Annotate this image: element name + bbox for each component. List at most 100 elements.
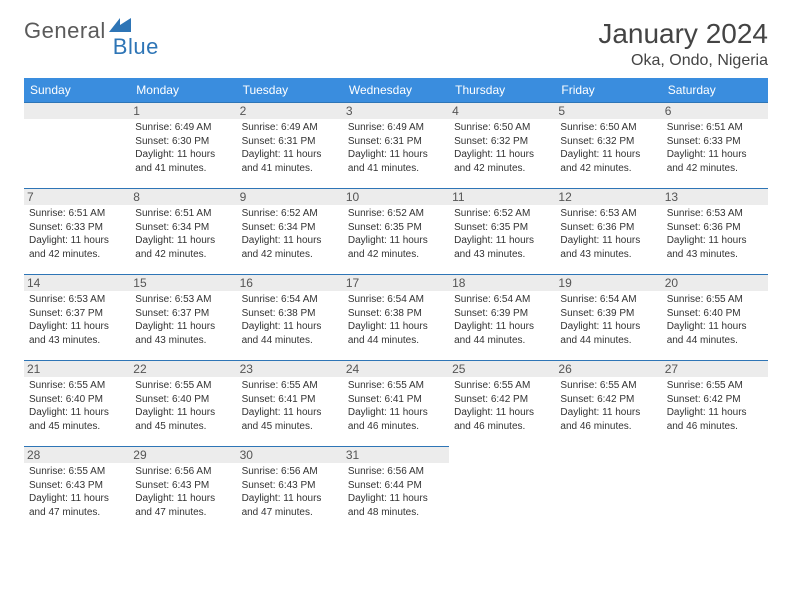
day-number: 29 bbox=[130, 447, 236, 463]
day-details: Sunrise: 6:54 AMSunset: 6:38 PMDaylight:… bbox=[348, 293, 444, 347]
sunrise-line: Sunrise: 6:55 AM bbox=[29, 379, 125, 393]
day-number: 13 bbox=[662, 189, 768, 205]
calendar-table: SundayMondayTuesdayWednesdayThursdayFrid… bbox=[24, 78, 768, 533]
day-details: Sunrise: 6:55 AMSunset: 6:40 PMDaylight:… bbox=[29, 379, 125, 433]
calendar-cell: 19Sunrise: 6:54 AMSunset: 6:39 PMDayligh… bbox=[555, 275, 661, 361]
sunrise-line: Sunrise: 6:51 AM bbox=[29, 207, 125, 221]
sunset-line: Sunset: 6:37 PM bbox=[135, 307, 231, 321]
logo-text-1: General bbox=[24, 18, 106, 44]
day-details: Sunrise: 6:50 AMSunset: 6:32 PMDaylight:… bbox=[560, 121, 656, 175]
calendar-cell bbox=[24, 103, 130, 189]
sunset-line: Sunset: 6:38 PM bbox=[242, 307, 338, 321]
daylight-line: Daylight: 11 hours and 44 minutes. bbox=[454, 320, 550, 347]
day-details: Sunrise: 6:56 AMSunset: 6:43 PMDaylight:… bbox=[242, 465, 338, 519]
daylight-line: Daylight: 11 hours and 42 minutes. bbox=[242, 234, 338, 261]
daylight-line: Daylight: 11 hours and 45 minutes. bbox=[242, 406, 338, 433]
calendar-cell: 6Sunrise: 6:51 AMSunset: 6:33 PMDaylight… bbox=[662, 103, 768, 189]
day-details: Sunrise: 6:56 AMSunset: 6:43 PMDaylight:… bbox=[135, 465, 231, 519]
calendar-cell bbox=[449, 447, 555, 533]
daylight-line: Daylight: 11 hours and 43 minutes. bbox=[454, 234, 550, 261]
sunset-line: Sunset: 6:41 PM bbox=[348, 393, 444, 407]
sunrise-line: Sunrise: 6:53 AM bbox=[135, 293, 231, 307]
sunset-line: Sunset: 6:40 PM bbox=[29, 393, 125, 407]
calendar-cell: 27 Sunrise: 6:55 AMSunset: 6:42 PMDayligh… bbox=[662, 361, 768, 447]
sunset-line: Sunset: 6:39 PM bbox=[454, 307, 550, 321]
day-details: Sunrise: 6:55 AMSunset: 6:41 PMDaylight:… bbox=[242, 379, 338, 433]
location-subtitle: Oka, Ondo, Nigeria bbox=[598, 52, 768, 70]
calendar-cell: 25Sunrise: 6:55 AMSunset: 6:42 PMDayligh… bbox=[449, 361, 555, 447]
calendar-cell: 16 Sunrise: 6:54 AMSunset: 6:38 PMDayligh… bbox=[237, 275, 343, 361]
calendar-cell: 8Sunrise: 6:51 AMSunset: 6:34 PMDaylight… bbox=[130, 189, 236, 275]
day-number: 9 bbox=[237, 189, 343, 205]
day-number: 5 bbox=[555, 103, 661, 119]
sunrise-line: Sunrise: 6:55 AM bbox=[667, 379, 763, 393]
day-number: 25 bbox=[449, 361, 555, 377]
daylight-line: Daylight: 11 hours and 41 minutes. bbox=[348, 148, 444, 175]
day-details: Sunrise: 6:49 AMSunset: 6:31 PMDaylight:… bbox=[242, 121, 338, 175]
day-number: 18 bbox=[449, 275, 555, 291]
calendar-cell: 3Sunrise: 6:49 AMSunset: 6:31 PMDaylight… bbox=[343, 103, 449, 189]
sunrise-line: Sunrise: 6:54 AM bbox=[242, 293, 338, 307]
weekday-header: Wednesday bbox=[343, 78, 449, 103]
sunrise-line: Sunrise: 6:54 AM bbox=[454, 293, 550, 307]
day-details: Sunrise: 6:54 AMSunset: 6:38 PMDaylight:… bbox=[242, 293, 338, 347]
day-number: 22 bbox=[130, 361, 236, 377]
sunset-line: Sunset: 6:33 PM bbox=[667, 135, 763, 149]
day-number: 27 bbox=[662, 361, 768, 377]
sunset-line: Sunset: 6:33 PM bbox=[29, 221, 125, 235]
calendar-cell: 4Sunrise: 6:50 AMSunset: 6:32 PMDaylight… bbox=[449, 103, 555, 189]
logo-text-2: Blue bbox=[113, 34, 159, 60]
day-details: Sunrise: 6:49 AMSunset: 6:31 PMDaylight:… bbox=[348, 121, 444, 175]
day-details: Sunrise: 6:51 AMSunset: 6:33 PMDaylight:… bbox=[667, 121, 763, 175]
day-number: 16 bbox=[237, 275, 343, 291]
day-number: 20 bbox=[662, 275, 768, 291]
calendar-body: 1Sunrise: 6:49 AMSunset: 6:30 PMDaylight… bbox=[24, 103, 768, 533]
weekday-header: Tuesday bbox=[237, 78, 343, 103]
daylight-line: Daylight: 11 hours and 42 minutes. bbox=[135, 234, 231, 261]
day-number: 2 bbox=[237, 103, 343, 119]
sunrise-line: Sunrise: 6:55 AM bbox=[560, 379, 656, 393]
daylight-line: Daylight: 11 hours and 46 minutes. bbox=[560, 406, 656, 433]
calendar-cell: 5 Sunrise: 6:50 AMSunset: 6:32 PMDaylight… bbox=[555, 103, 661, 189]
day-details: Sunrise: 6:55 AMSunset: 6:41 PMDaylight:… bbox=[348, 379, 444, 433]
sunset-line: Sunset: 6:34 PM bbox=[135, 221, 231, 235]
sunset-line: Sunset: 6:35 PM bbox=[348, 221, 444, 235]
daylight-line: Daylight: 11 hours and 41 minutes. bbox=[242, 148, 338, 175]
sunrise-line: Sunrise: 6:55 AM bbox=[348, 379, 444, 393]
calendar-cell: 30Sunrise: 6:56 AMSunset: 6:43 PMDayligh… bbox=[237, 447, 343, 533]
sunrise-line: Sunrise: 6:56 AM bbox=[242, 465, 338, 479]
month-title: January 2024 bbox=[598, 18, 768, 50]
calendar-cell: 9Sunrise: 6:52 AMSunset: 6:34 PMDaylight… bbox=[237, 189, 343, 275]
calendar-cell: 14Sunrise: 6:53 AMSunset: 6:37 PMDayligh… bbox=[24, 275, 130, 361]
daylight-line: Daylight: 11 hours and 42 minutes. bbox=[454, 148, 550, 175]
day-details: Sunrise: 6:51 AMSunset: 6:33 PMDaylight:… bbox=[29, 207, 125, 261]
calendar-row: 7Sunrise: 6:51 AMSunset: 6:33 PMDaylight… bbox=[24, 189, 768, 275]
day-details: Sunrise: 6:55 AMSunset: 6:42 PMDaylight:… bbox=[667, 379, 763, 433]
sunrise-line: Sunrise: 6:54 AM bbox=[560, 293, 656, 307]
calendar-cell bbox=[662, 447, 768, 533]
day-number: 8 bbox=[130, 189, 236, 205]
sunrise-line: Sunrise: 6:53 AM bbox=[667, 207, 763, 221]
daylight-line: Daylight: 11 hours and 41 minutes. bbox=[135, 148, 231, 175]
sunrise-line: Sunrise: 6:50 AM bbox=[454, 121, 550, 135]
calendar-row: 1Sunrise: 6:49 AMSunset: 6:30 PMDaylight… bbox=[24, 103, 768, 189]
daylight-line: Daylight: 11 hours and 47 minutes. bbox=[242, 492, 338, 519]
calendar-cell: 29 Sunrise: 6:56 AMSunset: 6:43 PMDayligh… bbox=[130, 447, 236, 533]
sunset-line: Sunset: 6:31 PM bbox=[242, 135, 338, 149]
sunrise-line: Sunrise: 6:55 AM bbox=[135, 379, 231, 393]
day-number: 21 bbox=[24, 361, 130, 377]
sunset-line: Sunset: 6:37 PM bbox=[29, 307, 125, 321]
sunrise-line: Sunrise: 6:55 AM bbox=[454, 379, 550, 393]
sunset-line: Sunset: 6:35 PM bbox=[454, 221, 550, 235]
calendar-cell: 13Sunrise: 6:53 AMSunset: 6:36 PMDayligh… bbox=[662, 189, 768, 275]
day-details: Sunrise: 6:55 AMSunset: 6:43 PMDaylight:… bbox=[29, 465, 125, 519]
sunset-line: Sunset: 6:43 PM bbox=[29, 479, 125, 493]
daylight-line: Daylight: 11 hours and 42 minutes. bbox=[560, 148, 656, 175]
weekday-header: Sunday bbox=[24, 78, 130, 103]
sunrise-line: Sunrise: 6:55 AM bbox=[667, 293, 763, 307]
calendar-cell: 22Sunrise: 6:55 AMSunset: 6:40 PMDayligh… bbox=[130, 361, 236, 447]
sunrise-line: Sunrise: 6:51 AM bbox=[667, 121, 763, 135]
day-number: 12 bbox=[555, 189, 661, 205]
daylight-line: Daylight: 11 hours and 42 minutes. bbox=[667, 148, 763, 175]
calendar-cell: 10Sunrise: 6:52 AMSunset: 6:35 PMDayligh… bbox=[343, 189, 449, 275]
